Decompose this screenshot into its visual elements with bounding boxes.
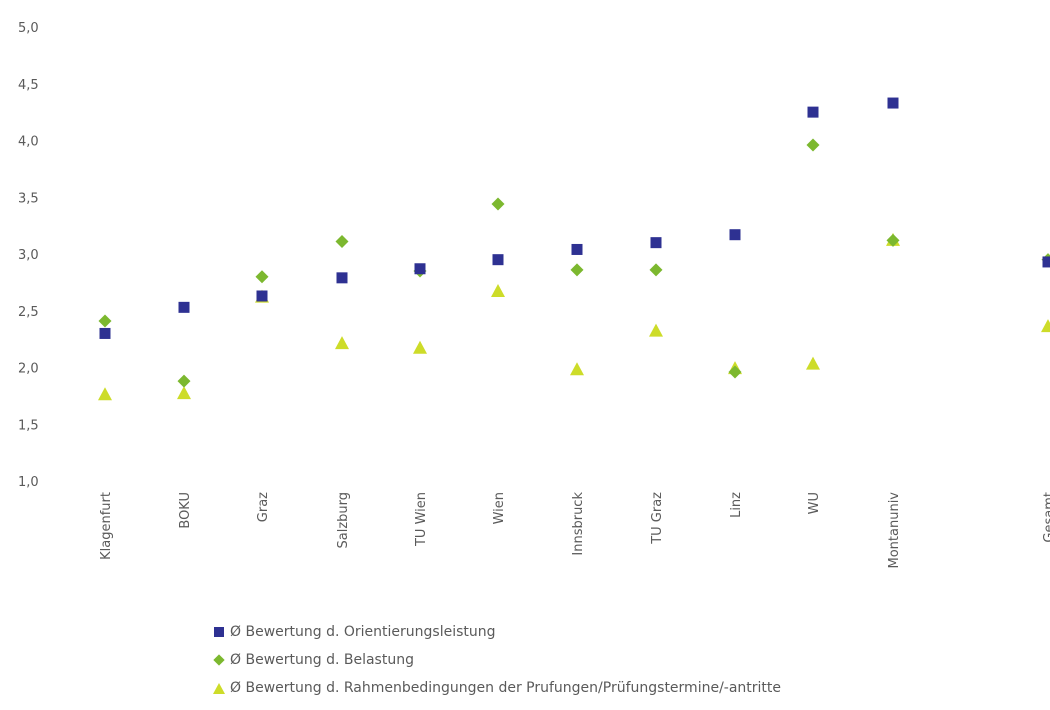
x-tick-label: TU Graz	[650, 492, 665, 545]
data-point-triangle-klagenfurt	[98, 387, 112, 401]
data-point-triangle-salzburg	[335, 336, 349, 350]
x-tick-label: TU Wien	[414, 492, 429, 547]
y-tick-label: 2,5	[18, 305, 39, 320]
data-point-diamond-salzburg	[335, 235, 349, 249]
data-point-square-klagenfurt	[99, 327, 111, 339]
y-tick-label: 4,5	[18, 78, 39, 93]
x-tick-label: Salzburg	[336, 492, 351, 549]
data-point-square-tu-graz	[650, 237, 662, 249]
data-point-diamond-wu	[806, 138, 820, 152]
data-point-triangle-innsbruck	[570, 362, 584, 376]
y-tick-label: 5,0	[18, 21, 39, 36]
legend-item-belastung: Ø Bewertung d. Belastung	[212, 646, 781, 674]
data-point-diamond-graz	[255, 270, 269, 284]
y-axis: 5,0 4,5 4,0 3,5 3,0 2,5 2,0 1,5 1,0	[18, 21, 39, 490]
data-point-diamond-klagenfurt	[98, 314, 112, 328]
y-tick-label: 3,0	[18, 248, 39, 263]
triangle-marker-icon	[212, 681, 226, 695]
square-marker-icon	[212, 625, 226, 639]
y-tick-label: 2,0	[18, 362, 39, 377]
data-point-diamond-innsbruck	[570, 263, 584, 277]
data-point-square-linz	[729, 229, 741, 241]
x-tick-label: WU	[807, 492, 822, 514]
x-tick-label: Montanuniv	[887, 492, 902, 569]
data-point-diamond-boku	[177, 374, 191, 388]
legend-label: Ø Bewertung d. Belastung	[230, 652, 414, 668]
data-point-triangle-wien	[491, 283, 505, 297]
x-tick-label: Klagenfurt	[99, 492, 114, 560]
data-point-diamond-tu-graz	[649, 263, 663, 277]
x-tick-label: Innsbruck	[571, 492, 586, 556]
data-point-square-boku	[178, 301, 190, 313]
data-point-triangle-boku	[177, 386, 191, 400]
data-point-square-montanuniv	[887, 97, 899, 109]
x-tick-label: Wien	[492, 492, 507, 524]
legend-item-orientierungsleistung: Ø Bewertung d. Orientierungsleistung	[212, 618, 781, 646]
legend-item-rahmenbedingungen: Ø Bewertung d. Rahmenbedingungen der Pru…	[212, 674, 781, 702]
data-point-square-salzburg	[336, 272, 348, 284]
data-point-square-gesamt	[1042, 256, 1050, 268]
data-point-square-innsbruck	[571, 243, 583, 255]
data-point-square-tu-wien	[414, 263, 426, 275]
data-point-diamond-montanuniv	[886, 233, 900, 247]
data-point-diamond-wien	[491, 197, 505, 211]
x-tick-label: BOKU	[178, 492, 193, 529]
x-tick-label: Linz	[729, 492, 744, 518]
legend-label: Ø Bewertung d. Rahmenbedingungen der Pru…	[230, 680, 782, 696]
x-tick-label: Graz	[256, 492, 271, 522]
y-tick-label: 4,0	[18, 135, 39, 150]
data-point-triangle-tu-graz	[649, 323, 663, 337]
y-tick-label: 1,5	[18, 418, 39, 433]
data-point-square-wu	[807, 106, 819, 118]
data-point-triangle-tu-wien	[413, 340, 427, 354]
data-point-square-wien	[492, 254, 504, 266]
y-tick-label: 1,0	[18, 475, 39, 490]
x-axis: Klagenfurt BOKU Graz Salzburg TU Wien Wien Inn…	[99, 492, 1050, 569]
data-point-triangle-gesamt	[1041, 319, 1050, 333]
data-point-triangle-wu	[806, 356, 820, 370]
x-tick-label: Gesamt	[1042, 492, 1050, 543]
legend: Ø Bewertung d. Orientierungsleistung Ø B…	[212, 618, 781, 702]
data-point-square-graz	[256, 290, 268, 302]
data-point-diamond-linz	[728, 365, 742, 379]
diamond-marker-icon	[212, 653, 226, 667]
y-tick-label: 3,5	[18, 191, 39, 206]
data-points	[98, 97, 1050, 401]
legend-label: Ø Bewertung d. Orientierungsleistung	[230, 624, 496, 640]
